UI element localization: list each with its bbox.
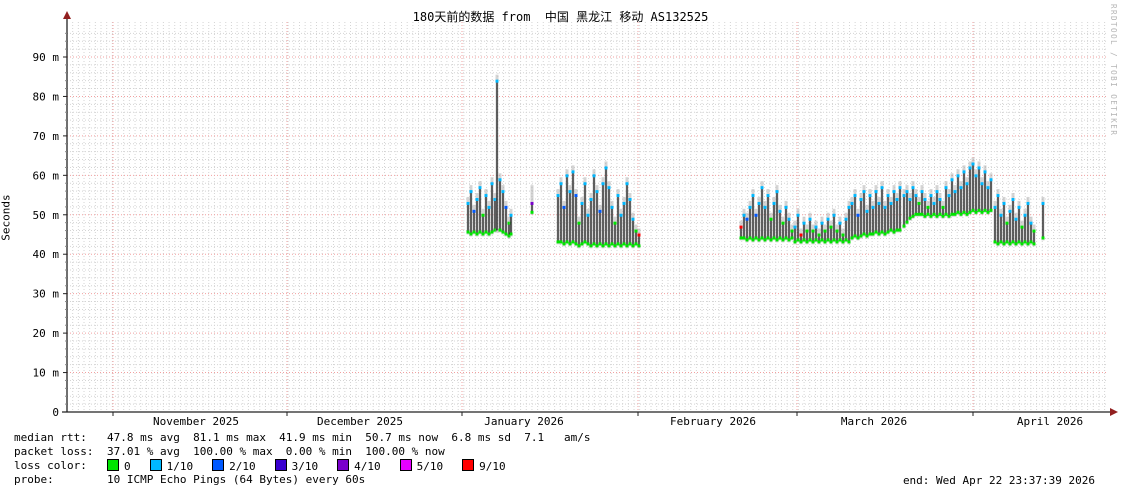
loss-color-item: 0 xyxy=(107,459,131,473)
y-axis-label: Seconds xyxy=(0,194,13,241)
loss-color-swatch-icon xyxy=(107,459,119,471)
loss-color-swatch-icon xyxy=(212,459,225,471)
stats-block: median rtt: 47.8 ms avg 81.1 ms max 41.9 … xyxy=(14,431,590,487)
x-month-label: April 2026 xyxy=(1017,415,1083,428)
loss-color-swatch-icon xyxy=(399,459,412,471)
loss-color-swatch-icon xyxy=(149,459,162,471)
x-month-label: January 2026 xyxy=(484,415,563,428)
y-tick-label: 90 m xyxy=(33,51,60,64)
graph-title: 180天前的数据 from 中国 黑龙江 移动 AS132525 xyxy=(412,10,709,24)
y-tick-label: 30 m xyxy=(33,288,60,301)
probe-row: probe: 10 ICMP Echo Pings (64 Bytes) ever… xyxy=(14,473,590,487)
loss-color-item: 5/10 xyxy=(399,459,444,473)
y-tick-label: 0 xyxy=(52,406,59,419)
loss-color-item: 3/10 xyxy=(274,459,319,473)
median-rtt-values: 47.8 ms avg 81.1 ms max 41.9 ms min 50.7… xyxy=(107,431,591,444)
loss-color-item: 9/10 xyxy=(462,459,506,473)
y-tick-label: 40 m xyxy=(33,248,60,261)
rrdtool-watermark: RRDTOOL / TOBI OETIKER xyxy=(1109,4,1118,137)
loss-color-swatch-icon xyxy=(274,459,287,471)
x-month-label: February 2026 xyxy=(670,415,756,428)
x-month-label: November 2025 xyxy=(153,415,239,428)
x-month-label: March 2026 xyxy=(841,415,907,428)
packet-loss-values: 37.01 % avg 100.00 % max 0.00 % min 100.… xyxy=(107,445,445,458)
loss-color-item: 4/10 xyxy=(337,459,381,473)
axes: 0 10 m 20 m 30 m 40 m 50 m 60 m 70 m 80 m 90 m Nov… xyxy=(33,11,1118,428)
y-tick-label: 80 m xyxy=(33,90,60,103)
loss-color-item: 1/10 xyxy=(149,459,194,473)
latency-spikes xyxy=(466,74,1045,249)
end-timestamp: end: Wed Apr 22 23:37:39 2026 xyxy=(902,474,1095,487)
loss-color-item-label: 5/10 xyxy=(416,460,444,473)
loss-color-item: 2/10 xyxy=(212,459,256,473)
probe-values: 10 ICMP Echo Pings (64 Bytes) every 60s xyxy=(107,473,366,486)
latency-graph: 0 10 m 20 m 30 m 40 m 50 m 60 m 70 m 80 m 90 m Nov… xyxy=(33,11,1118,428)
y-tick-label: 70 m xyxy=(33,130,60,143)
loss-color-swatch-icon xyxy=(337,459,350,471)
probe-label: probe: xyxy=(14,473,54,486)
loss-color-item-label: 2/10 xyxy=(229,460,256,473)
grid xyxy=(67,22,1107,412)
median-rtt-label: median rtt: xyxy=(14,431,87,444)
packet-loss-label: packet loss: xyxy=(14,445,94,458)
loss-color-item-label: 9/10 xyxy=(479,460,506,473)
x-axis-arrow-icon xyxy=(1110,408,1118,416)
y-tick-label: 10 m xyxy=(33,367,60,380)
y-tick-label: 60 m xyxy=(33,169,60,182)
median-rtt-row: median rtt: 47.8 ms avg 81.1 ms max 41.9 … xyxy=(14,431,590,445)
y-tick-label: 20 m xyxy=(33,327,60,340)
loss-color-label: loss color: xyxy=(14,459,87,472)
latency-graph-svg: 0 10 m 20 m 30 m 40 m 50 m 60 m 70 m 80 m 90 m Nov… xyxy=(33,11,1118,428)
packet-loss-row: packet loss: 37.01 % avg 100.00 % max 0.0… xyxy=(14,445,590,459)
loss-color-swatch-icon xyxy=(462,459,475,471)
loss-color-item-label: 4/10 xyxy=(354,460,381,473)
y-tick-label: 50 m xyxy=(33,209,60,222)
loss-color-item-label: 3/10 xyxy=(291,460,319,473)
loss-color-item-label: 0 xyxy=(124,460,131,473)
loss-color-item-label: 1/10 xyxy=(166,460,194,473)
y-axis-arrow-icon xyxy=(63,11,71,19)
x-month-label: December 2025 xyxy=(317,415,403,428)
loss-color-legend: 0 1/10 2/10 3/10 4/10 5/10 9/10 xyxy=(107,459,525,474)
loss-color-row: loss color: 0 1/10 2/10 3/10 4/10 5/10 9/10 xyxy=(14,459,590,473)
